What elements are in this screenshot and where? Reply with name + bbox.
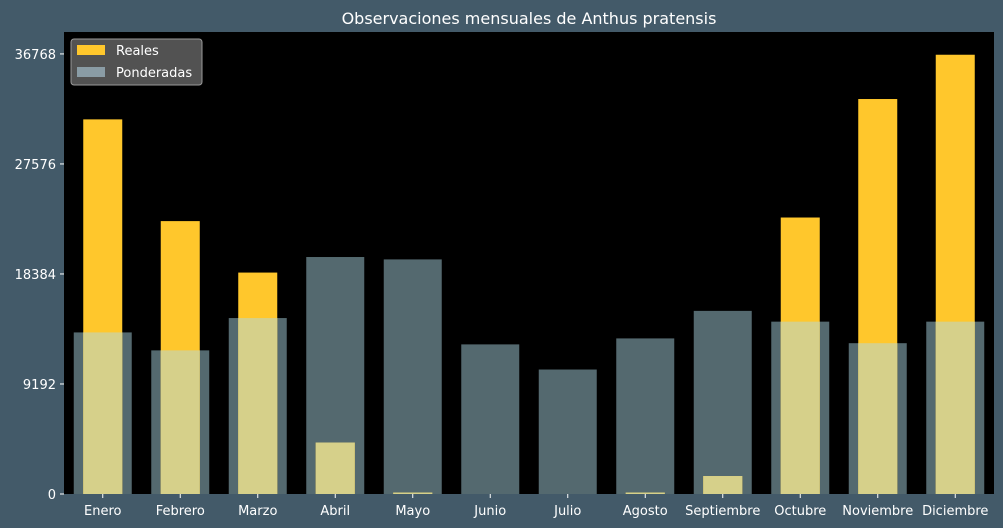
chart-title: Observaciones mensuales de Anthus praten… [342, 9, 717, 28]
bar-ponderadas-6 [538, 369, 597, 494]
y-tick-label-2: 18384 [15, 268, 56, 283]
x-axis: Enero Febrero Marzo Abril Mayo Junio Julio Agos… [84, 494, 988, 519]
bar-ponderadas-5 [461, 344, 520, 494]
bar-overlap-1 [160, 350, 200, 494]
x-tick-label-11: Diciembre [922, 504, 988, 519]
bar-overlap-9 [780, 321, 820, 494]
plot-area [64, 32, 994, 494]
x-tick-label-9: Octubre [774, 504, 826, 519]
y-tick-label-4: 36768 [15, 48, 56, 63]
y-tick-label-3: 27576 [15, 158, 56, 173]
y-tick-label-0: 0 [48, 488, 56, 503]
x-tick-label-3: Abril [320, 504, 350, 519]
x-tick-label-5: Junio [473, 504, 506, 519]
bar-overlap-7 [625, 492, 665, 494]
x-tick-label-4: Mayo [395, 504, 430, 519]
bar-overlap-3 [315, 442, 355, 494]
x-tick-label-10: Noviembre [842, 504, 913, 519]
x-tick-label-8: Septiembre [685, 504, 760, 519]
x-tick-label-2: Marzo [238, 504, 277, 519]
bar-overlap-10 [858, 343, 898, 494]
x-tick-label-0: Enero [84, 504, 122, 519]
bar-overlap-8 [703, 476, 743, 494]
bar-overlap-0 [83, 332, 123, 494]
legend: Reales Ponderadas [70, 38, 203, 86]
x-tick-label-1: Febrero [156, 504, 205, 519]
legend-swatch-ponderadas [77, 67, 105, 77]
x-tick-label-7: Agosto [623, 504, 668, 519]
x-tick-label-6: Julio [553, 504, 581, 519]
legend-label-reales: Reales [116, 44, 159, 59]
bar-overlap-11 [935, 321, 975, 494]
y-tick-label-1: 9192 [23, 378, 56, 393]
legend-swatch-reales [77, 45, 105, 55]
bar-ponderadas-8 [693, 310, 752, 494]
y-axis: 0 9192 18384 27576 36768 [15, 48, 64, 503]
bar-overlaps [83, 318, 975, 494]
legend-label-ponderadas: Ponderadas [116, 66, 192, 81]
bar-ponderadas-4 [383, 259, 442, 494]
bar-overlap-4 [393, 492, 433, 494]
bar-overlap-2 [238, 318, 278, 494]
bar-ponderadas-7 [616, 338, 675, 494]
